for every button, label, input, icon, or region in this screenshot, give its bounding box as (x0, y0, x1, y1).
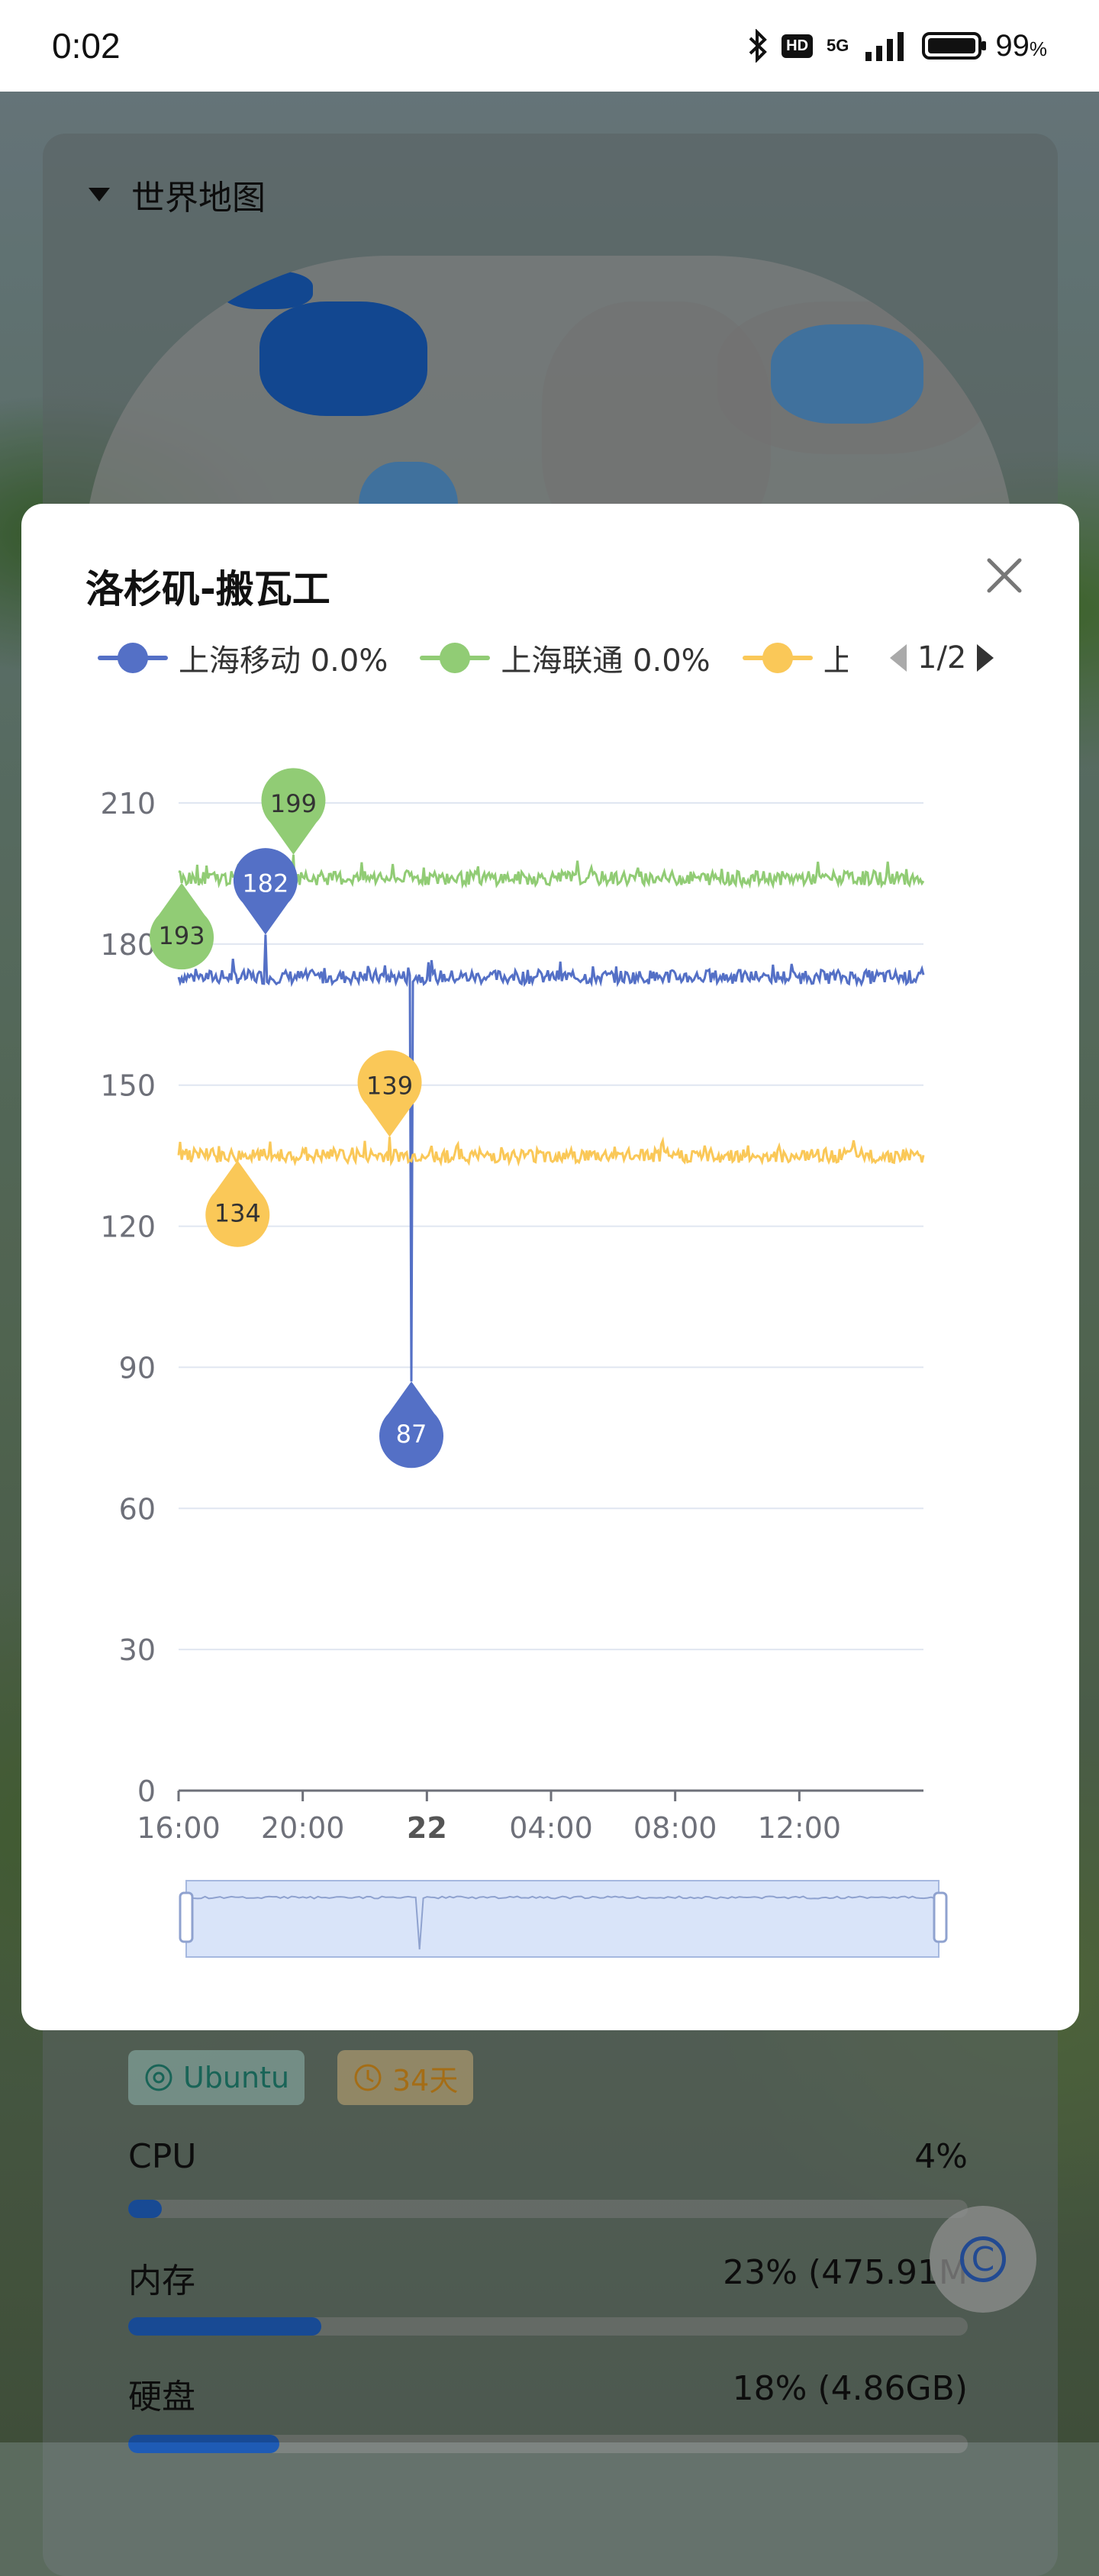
zoom-slider-track (185, 1880, 939, 1958)
legend-swatch-telecom (742, 643, 813, 673)
max-marker-1-label: 199 (270, 789, 317, 818)
latency-dialog: 洛杉矶-搬瓦工 上海移动 0.0% 上海联通 0.0% 上 1/2 0 30 60 9… (21, 504, 1079, 2030)
series-line-1 (178, 854, 925, 890)
chart-legend: 上海移动 0.0% 上海联通 0.0% 上 (98, 635, 1044, 681)
y-tick-label: 0 (137, 1775, 156, 1808)
max-marker-1 (261, 768, 326, 855)
clock-icon (354, 2064, 382, 2091)
os-tag-label: Ubuntu (183, 2061, 290, 2094)
memory-value: 23% (475.91M (723, 2253, 968, 2292)
legend-page-indicator: 1/2 (917, 640, 967, 675)
min-marker-0 (379, 1381, 443, 1469)
os-tag: Ubuntu (128, 2050, 305, 2105)
min-marker-1 (150, 882, 214, 970)
latency-chart: 0 30 60 90 120 150 180 210 16:00 20:00 22 04:00 08:0… (100, 768, 948, 1958)
battery-level (928, 38, 975, 53)
series-line-0 (177, 934, 925, 1381)
y-tick-label: 210 (100, 787, 156, 821)
legend-item-telecom[interactable]: 上 (742, 636, 848, 680)
min-marker-0-label: 87 (396, 1420, 427, 1449)
world-map-header[interactable]: 世界地图 (89, 170, 266, 219)
bluetooth-icon (749, 29, 767, 63)
zoom-slider-preview (185, 1895, 939, 1950)
x-tick-label: 08:00 (633, 1811, 717, 1845)
min-marker-1-label: 193 (159, 921, 205, 950)
memory-metric: 内存 23% (475.91M (128, 2253, 968, 2302)
copyright-icon: C (960, 2236, 1006, 2282)
cpu-bar (128, 2200, 968, 2218)
legend-swatch-unicom (420, 643, 491, 673)
copyright-fab[interactable]: C (930, 2206, 1036, 2313)
legend-label-mobile: 上海移动 0.0% (179, 643, 388, 679)
collapse-triangle-icon[interactable] (89, 188, 110, 202)
status-bar: 0:02 HD 5G 99% (0, 0, 1099, 92)
y-tick-label: 60 (119, 1492, 156, 1526)
y-tick-label: 150 (100, 1069, 156, 1103)
battery-percent-value: 99 (995, 28, 1030, 63)
disk-label: 硬盘 (128, 2378, 195, 2416)
uptime-tag: 34天 (337, 2050, 474, 2105)
signal-icon (865, 32, 904, 61)
disk-value: 18% (4.86GB) (732, 2369, 968, 2408)
hd-icon: HD (782, 34, 814, 58)
min-marker-2 (205, 1160, 270, 1247)
legend-swatch-mobile (98, 643, 168, 673)
max-marker-2 (357, 1050, 422, 1137)
uptime-tag-label: 34天 (392, 2063, 459, 2097)
battery-percent: 99% (995, 29, 1047, 63)
status-icons: HD 5G 99% (748, 29, 1047, 63)
x-tick-label: 16:00 (137, 1811, 221, 1845)
legend-label-unicom: 上海联通 0.0% (501, 643, 711, 679)
battery-percent-unit: % (1029, 37, 1047, 60)
max-marker-2-label: 139 (366, 1071, 413, 1100)
zoom-handle-left (179, 1891, 194, 1943)
world-map-title: 世界地图 (131, 179, 266, 218)
max-marker-0 (233, 848, 298, 935)
series-line-2 (177, 1136, 925, 1167)
memory-label: 内存 (128, 2262, 195, 2300)
x-tick-label: 12:00 (758, 1811, 842, 1845)
cpu-value: 4% (914, 2137, 968, 2176)
min-marker-2-label: 134 (214, 1198, 261, 1227)
battery-icon (922, 32, 987, 60)
dialog-title: 洛杉矶-搬瓦工 (85, 567, 330, 611)
status-time: 0:02 (52, 26, 121, 66)
memory-bar-fill (128, 2317, 321, 2336)
cpu-bar-fill (128, 2200, 162, 2218)
y-tick-label: 180 (100, 928, 156, 962)
disk-metric: 硬盘 18% (4.86GB) (128, 2369, 968, 2418)
ubuntu-icon (145, 2064, 172, 2091)
x-tick-label: 22 (407, 1811, 447, 1845)
china-region (771, 324, 923, 424)
memory-bar (128, 2317, 968, 2336)
close-icon[interactable] (981, 553, 1027, 598)
cpu-label: CPU (128, 2137, 197, 2176)
legend-label-telecom: 上 (823, 643, 848, 679)
legend-pager: 1/2 (882, 635, 994, 681)
north-america-region (259, 301, 427, 416)
legend-item-mobile[interactable]: 上海移动 0.0% (98, 636, 388, 680)
y-tick-label: 30 (119, 1633, 156, 1667)
legend-item-unicom[interactable]: 上海联通 0.0% (420, 636, 711, 680)
x-tick-label: 04:00 (509, 1811, 593, 1845)
y-tick-label: 90 (119, 1351, 156, 1385)
legend-prev-icon[interactable] (890, 644, 907, 672)
max-marker-0-label: 182 (242, 869, 288, 898)
greenland-region (221, 271, 313, 309)
y-tick-label: 120 (100, 1211, 156, 1244)
x-tick-label: 20:00 (261, 1811, 345, 1845)
cpu-metric: CPU 4% (128, 2137, 968, 2176)
zoom-handle-right (933, 1891, 948, 1943)
legend-next-icon[interactable] (977, 644, 994, 672)
network-type: 5G (827, 36, 849, 55)
